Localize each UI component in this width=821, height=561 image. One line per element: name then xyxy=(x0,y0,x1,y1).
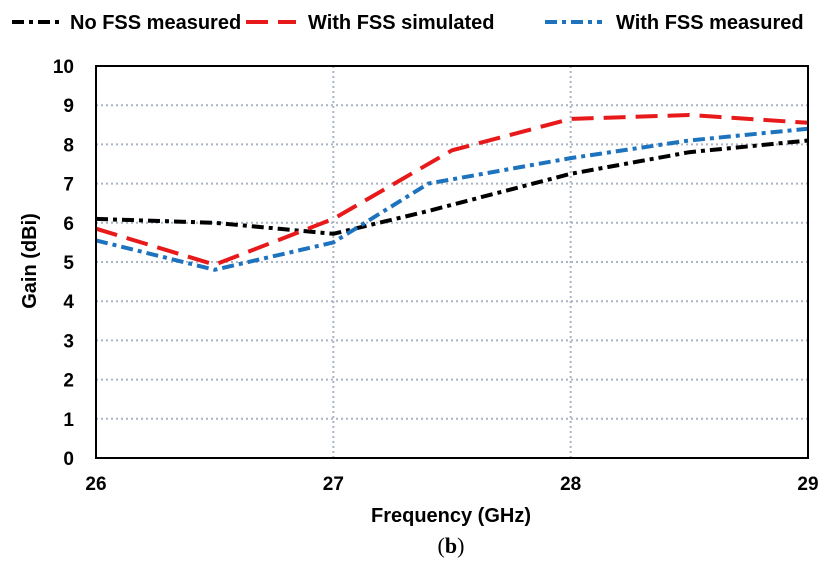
x-tick-label-29: 29 xyxy=(797,474,818,495)
y-tick-label-0: 0 xyxy=(63,449,74,470)
y-axis-title: Gain (dBi) xyxy=(19,213,41,309)
legend-label-with-fss-simulated: With FSS simulated xyxy=(308,12,495,34)
figure-caption: (b) xyxy=(438,533,465,558)
caption-open-paren: ( xyxy=(438,533,445,558)
series-lines xyxy=(95,113,809,272)
legend-label-with-fss-measured: With FSS measured xyxy=(616,12,804,34)
y-tick-label-1: 1 xyxy=(63,410,74,431)
caption-letter: b xyxy=(445,533,457,558)
y-tick-label-5: 5 xyxy=(63,253,74,274)
legend: No FSS measured With FSS simulated With … xyxy=(12,12,804,34)
y-tick-label-9: 9 xyxy=(63,96,74,117)
caption-close-paren: ) xyxy=(457,533,464,558)
x-axis-tick-labels: 26 27 28 29 xyxy=(85,474,818,495)
y-axis-tick-labels: 0 1 2 3 4 5 6 7 8 9 10 xyxy=(53,57,75,470)
y-tick-label-2: 2 xyxy=(63,371,74,392)
series-line-with-fss-simulated xyxy=(95,113,809,267)
y-tick-label-10: 10 xyxy=(53,57,74,78)
y-tick-label-6: 6 xyxy=(63,214,74,235)
y-tick-label-8: 8 xyxy=(63,135,74,156)
x-tick-label-28: 28 xyxy=(560,474,581,495)
y-tick-label-4: 4 xyxy=(63,292,74,313)
y-tick-label-3: 3 xyxy=(63,331,74,352)
x-tick-label-27: 27 xyxy=(323,474,344,495)
series-line-no-fss-measured xyxy=(95,138,809,236)
x-axis-title: Frequency (GHz) xyxy=(371,505,531,527)
x-tick-label-26: 26 xyxy=(85,474,106,495)
gridlines xyxy=(96,66,808,458)
legend-label-no-fss-measured: No FSS measured xyxy=(70,12,241,34)
plot-area-frame xyxy=(95,65,809,459)
series-line-with-fss-measured xyxy=(95,126,809,272)
y-tick-label-7: 7 xyxy=(63,175,74,196)
